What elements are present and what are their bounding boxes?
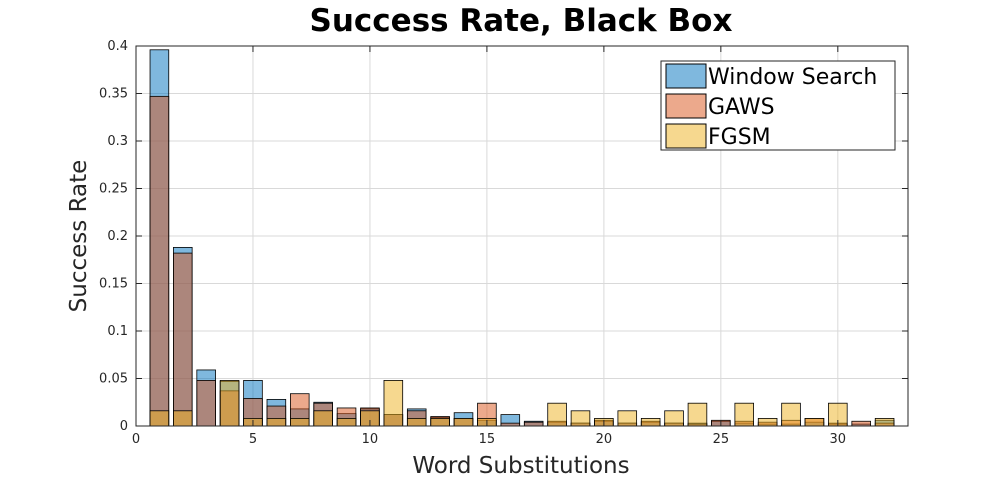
y-axis-label: Success Rate (66, 160, 92, 313)
x-tick-label: 5 (249, 432, 257, 447)
y-tick-label: 0.15 (99, 277, 128, 292)
bar (664, 410, 684, 427)
legend-swatch (665, 93, 707, 119)
bar (804, 417, 825, 427)
bar (453, 417, 474, 427)
x-tick-label: 20 (596, 432, 613, 447)
bar (406, 417, 427, 427)
bar (570, 410, 591, 427)
bar (173, 410, 193, 427)
bar (196, 379, 216, 427)
y-tick-label: 0.4 (107, 39, 128, 54)
bar (617, 410, 638, 427)
bar (289, 417, 310, 427)
x-tick-label: 10 (362, 432, 379, 447)
bar (383, 379, 404, 427)
y-tick-label: 0.2 (107, 229, 128, 244)
legend: Window Search GAWS FGSM (660, 60, 896, 151)
x-tick-label: 15 (479, 432, 496, 447)
chart-title: Success Rate, Black Box (310, 3, 733, 39)
y-tick-label: 0.35 (99, 87, 128, 102)
legend-swatch (665, 123, 707, 149)
x-axis-label: Word Substitutions (412, 453, 629, 479)
bar (266, 417, 287, 427)
bar (547, 402, 567, 427)
axis-ticks: 0 5 10 15 20 25 30 0 0.05 0.1 0.15 0.2 0.25 0.3 0.35 0.… (99, 39, 908, 447)
legend-label: FGSM (708, 125, 771, 150)
legend-label: Window Search (708, 65, 877, 90)
legend-swatch (665, 63, 707, 89)
bar (851, 420, 871, 427)
bar (874, 417, 895, 427)
y-tick-label: 0.1 (107, 324, 128, 339)
bar (313, 410, 333, 427)
bar (640, 417, 661, 427)
bar (149, 410, 170, 427)
legend-label: GAWS (708, 95, 775, 120)
bar (173, 252, 193, 427)
bar (757, 417, 778, 427)
bar (219, 379, 240, 427)
bar (149, 95, 170, 427)
bar (781, 402, 801, 427)
x-tick-label: 0 (132, 432, 140, 447)
x-tick-label: 30 (830, 432, 847, 447)
bar (430, 417, 450, 427)
y-tick-label: 0.05 (99, 372, 128, 387)
bar (523, 421, 544, 427)
bar (734, 402, 754, 427)
y-tick-label: 0 (120, 419, 128, 434)
y-tick-label: 0.3 (107, 134, 128, 149)
x-tick-label: 25 (713, 432, 730, 447)
bar (687, 402, 708, 427)
bar (336, 417, 357, 427)
y-tick-label: 0.25 (99, 182, 128, 197)
